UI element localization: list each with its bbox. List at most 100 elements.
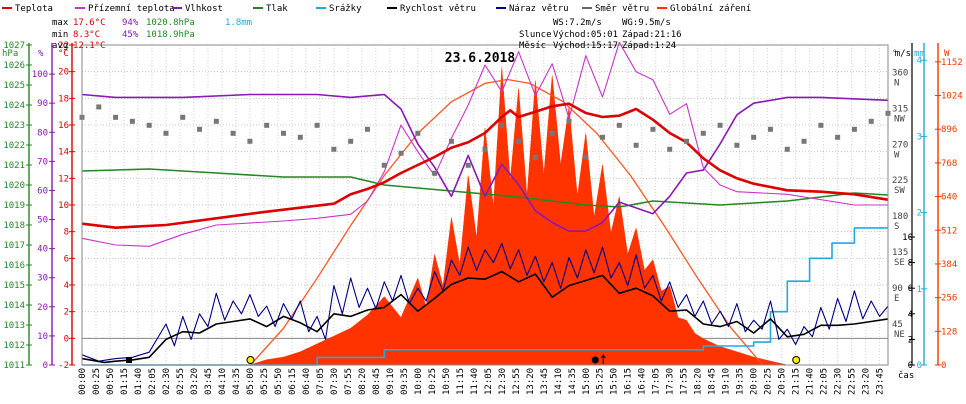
x-tick-label: 08:45	[372, 368, 382, 395]
pressure-tick-label: 1019	[3, 201, 25, 211]
x-tick-label: 17:05	[652, 368, 662, 395]
x-tick-label: 00:00	[78, 368, 88, 395]
moonrise-marker	[591, 356, 599, 364]
x-tick-label: 15:00	[582, 368, 592, 395]
x-tick-label: 02:05	[148, 368, 158, 395]
pressure-tick-label: 1021	[3, 161, 25, 171]
wind-unit: m/s	[895, 49, 911, 59]
direction-letter: W	[894, 150, 900, 160]
direction-tick-label: 180	[892, 212, 908, 222]
rain-tick-label: 0	[917, 361, 922, 371]
direction-tick-label: 360	[892, 68, 908, 78]
wind-direction-point	[851, 126, 857, 132]
radiation-tick-label: 128	[941, 327, 957, 337]
x-tick-label: 18:20	[694, 368, 704, 395]
x-tick-label: 11:40	[470, 368, 480, 395]
x-tick-label: 19:10	[722, 368, 732, 395]
wind-direction-point	[717, 122, 723, 128]
humidity-tick-label: 30	[37, 274, 48, 284]
pressure-tick-label: 1025	[3, 81, 25, 91]
rain-tick-label: 4	[917, 56, 922, 66]
x-tick-label: 15:25	[596, 368, 606, 395]
stats-label: max	[52, 18, 69, 28]
series-pressure	[81, 168, 889, 208]
wind-direction-point	[499, 122, 505, 128]
wind-direction-point	[314, 122, 320, 128]
x-tick-label: 03:20	[190, 368, 200, 395]
x-tick-label: 01:40	[134, 368, 144, 395]
humidity-tick-label: 100	[32, 70, 48, 80]
wind-direction-point	[516, 138, 522, 144]
wind-direction-point	[532, 154, 538, 160]
wind-direction-point	[767, 126, 773, 132]
x-tick-label: 17:30	[666, 368, 676, 395]
x-tick-label: 11:15	[456, 368, 466, 395]
temperature-tick-label: 16	[58, 121, 69, 131]
pressure-tick-label: 1018	[3, 221, 25, 231]
x-tick-label: 05:50	[274, 368, 284, 395]
direction-letter: S	[894, 222, 899, 232]
x-tick-label: 23:45	[876, 368, 886, 395]
wind-direction-point	[600, 134, 606, 140]
temperature-tick-label: 14	[58, 148, 69, 158]
info-panel: WS:7.2m/s WG:9.5m/s Slunce Východ:05:01 Zápa…	[519, 18, 682, 51]
x-tick-label: 16:40	[638, 368, 648, 395]
wind-direction-point	[398, 150, 404, 156]
direction-letter: NE	[894, 330, 905, 340]
pressure-tick-label: 1017	[3, 241, 25, 251]
pressure-tick-label: 1022	[3, 141, 25, 151]
wind-direction-point	[684, 138, 689, 144]
x-tick-label: 23:20	[862, 368, 872, 395]
direction-letter: NW	[894, 114, 905, 124]
stats-label: avg	[52, 41, 68, 51]
wind-direction-point	[549, 130, 555, 136]
direction-degree-unit: °	[892, 49, 897, 59]
x-tick-label: 17:55	[680, 368, 690, 395]
info-moonrise: Východ:15:17	[553, 41, 618, 51]
temperature-unit: °C	[58, 49, 69, 59]
temperature-tick-label: 20	[58, 68, 69, 78]
wind-direction-point	[818, 122, 824, 128]
x-tick-label: 05:25	[260, 368, 270, 395]
series-precipitation	[82, 227, 888, 366]
legend: Teplota Přízemní teplota Vlhkost Tlak Srážky…	[2, 4, 751, 14]
x-tick-label: 22:55	[848, 368, 858, 395]
wind-direction-point	[113, 114, 119, 120]
wind-direction-point	[381, 162, 387, 168]
moonrise-arrow	[600, 353, 606, 364]
info-sun-label: Slunce	[519, 30, 552, 40]
series-humidity	[81, 93, 889, 232]
wind-direction-point	[348, 138, 354, 144]
pressure-tick-label: 1027	[3, 41, 25, 51]
wind-tick-label: 4	[908, 310, 913, 320]
wind-direction-point	[281, 130, 286, 136]
x-tick-label: 00:25	[92, 368, 102, 395]
stats-temperature: 8.3°C	[73, 30, 100, 40]
wind-tick-label: 10	[902, 233, 913, 243]
pressure-tick-label: 1023	[3, 121, 25, 131]
humidity-tick-label: 0	[43, 361, 48, 371]
chart-title: 23.6.2018	[445, 51, 516, 66]
wind-direction-point	[868, 118, 874, 124]
humidity-tick-label: 20	[37, 303, 48, 313]
x-tick-label: 13:45	[540, 368, 550, 395]
sunset-marker	[792, 356, 801, 364]
direction-letter: SE	[894, 258, 905, 268]
wind-direction-point	[482, 146, 488, 152]
temperature-tick-label: 0	[64, 334, 69, 344]
info-sunset: Západ:21:16	[622, 30, 682, 40]
temperature-tick-label: 12	[58, 174, 69, 184]
x-tick-label: 21:15	[792, 368, 802, 395]
stats-panel: max 17.6°C 94% 1020.8hPa 1.8mm min 8.3°C 45% 101…	[52, 18, 252, 51]
wind-direction-point	[415, 130, 421, 136]
humidity-tick-label: 60	[37, 186, 48, 196]
humidity-unit: %	[38, 49, 44, 59]
series-temperature	[81, 102, 889, 229]
x-tick-label: 12:30	[498, 368, 508, 395]
legend-label: Vlhkost	[185, 4, 223, 14]
stats-label: min	[52, 30, 68, 40]
stats-pressure: 1020.8hPa	[146, 18, 195, 28]
x-tick-label: 13:20	[526, 368, 536, 395]
x-tick-label: 02:30	[162, 368, 172, 395]
wind-direction-point	[180, 114, 186, 120]
